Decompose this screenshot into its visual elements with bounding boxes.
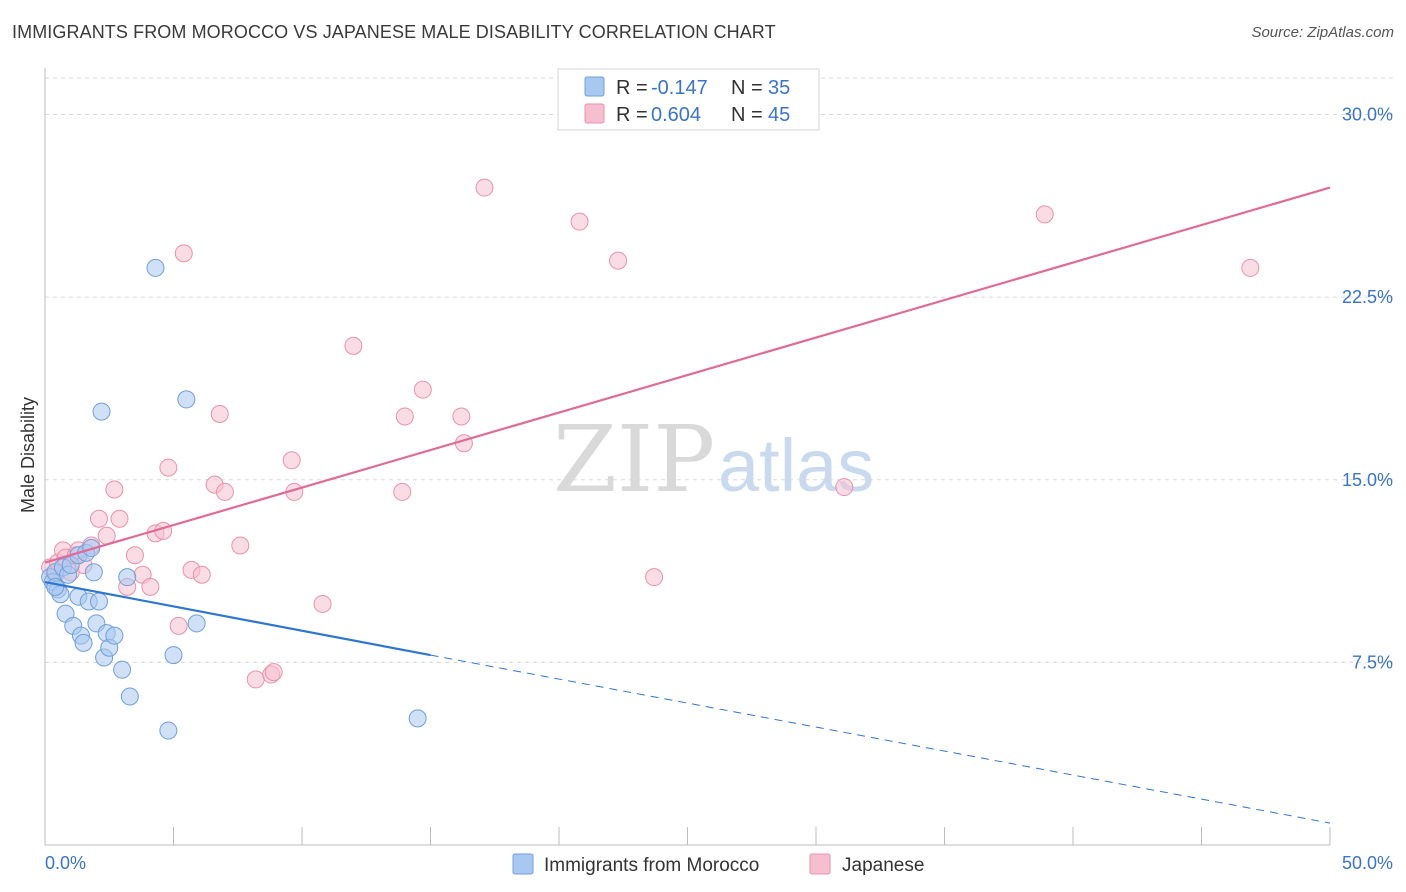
- legend-r-value-2: 0.604: [651, 104, 701, 126]
- point-japanese: [570, 212, 589, 231]
- y-axis-title: Male Disability: [18, 397, 38, 513]
- point-japanese: [344, 336, 363, 355]
- point-japanese: [192, 565, 211, 584]
- point-morocco: [92, 402, 111, 421]
- point-japanese: [105, 480, 124, 499]
- series-legend: Immigrants from Morocco Japanese: [512, 853, 924, 876]
- trend-lines: [44, 186, 1331, 824]
- watermark-atlas: atlas: [718, 424, 874, 507]
- point-japanese: [413, 380, 432, 399]
- source-label: Source: ZipAtlas.com: [1251, 24, 1394, 41]
- legend-swatch-japanese: [584, 103, 605, 124]
- point-japanese: [395, 407, 414, 426]
- point-morocco: [84, 563, 103, 582]
- point-morocco: [187, 614, 206, 633]
- point-japanese: [1241, 258, 1260, 277]
- point-japanese: [835, 478, 854, 497]
- y-tick-label: 15.0%: [1342, 470, 1393, 490]
- legend-swatch-morocco-bottom: [512, 853, 534, 875]
- point-morocco: [105, 626, 124, 645]
- y-tick-label: 22.5%: [1342, 287, 1393, 307]
- point-morocco: [408, 709, 427, 728]
- legend-n-value-1: 35: [768, 77, 790, 99]
- series-japanese: [41, 178, 1260, 689]
- point-japanese: [609, 251, 628, 270]
- point-morocco: [74, 633, 93, 652]
- point-japanese: [246, 670, 265, 689]
- x-tick-label-max: 50.0%: [1342, 853, 1393, 873]
- x-tick-label-min: 0.0%: [45, 853, 86, 873]
- legend-swatch-japanese-bottom: [809, 853, 831, 875]
- y-tick-label: 7.5%: [1352, 652, 1393, 672]
- point-japanese: [215, 482, 234, 501]
- point-japanese: [313, 594, 332, 613]
- axes: [44, 68, 1331, 846]
- point-morocco: [89, 592, 108, 611]
- point-japanese: [174, 244, 193, 263]
- watermark-zip: ZIP: [553, 406, 715, 513]
- point-japanese: [125, 546, 144, 565]
- gridlines: [45, 77, 1395, 663]
- point-morocco: [120, 687, 139, 706]
- point-japanese: [169, 616, 188, 635]
- point-japanese: [89, 509, 108, 528]
- legend-r-label-2: R =: [616, 104, 648, 126]
- point-japanese: [475, 178, 494, 197]
- y-tick-label: 30.0%: [1342, 105, 1393, 125]
- legend-label-japanese: Japanese: [842, 855, 924, 876]
- trend-line-japanese: [44, 186, 1331, 564]
- series-morocco: [41, 258, 427, 740]
- trend-line-morocco: [44, 580, 431, 657]
- point-japanese: [210, 405, 229, 424]
- legend-swatch-morocco: [584, 76, 605, 97]
- point-morocco: [177, 390, 196, 409]
- point-morocco: [118, 568, 137, 587]
- point-morocco: [46, 577, 65, 596]
- point-japanese: [141, 577, 160, 596]
- point-japanese: [454, 434, 473, 453]
- trend-line-morocco-extrapolated: [430, 654, 1331, 824]
- point-japanese: [1035, 205, 1054, 224]
- point-japanese: [393, 482, 412, 501]
- legend-r-value-1: -0.147: [651, 77, 708, 99]
- point-morocco: [164, 646, 183, 665]
- correlation-legend: R = -0.147 N = 35 R = 0.604 N = 45: [557, 68, 820, 131]
- legend-n-value-2: 45: [768, 104, 790, 126]
- chart-title: IMMIGRANTS FROM MOROCCO VS JAPANESE MALE…: [12, 22, 776, 42]
- tick-labels: 7.5% 15.0% 22.5% 30.0% 0.0% 50.0%: [45, 105, 1393, 873]
- point-japanese: [452, 407, 471, 426]
- point-morocco: [159, 721, 178, 740]
- point-japanese: [159, 458, 178, 477]
- point-japanese: [110, 509, 129, 528]
- point-japanese: [645, 568, 664, 587]
- point-morocco: [146, 258, 165, 277]
- legend-n-label-2: N =: [731, 104, 763, 126]
- legend-r-label-1: R =: [616, 77, 648, 99]
- point-japanese: [282, 451, 301, 470]
- legend-n-label-1: N =: [731, 77, 763, 99]
- point-japanese: [231, 536, 250, 555]
- point-morocco: [113, 660, 132, 679]
- legend-label-morocco: Immigrants from Morocco: [544, 855, 759, 876]
- point-japanese: [264, 663, 283, 682]
